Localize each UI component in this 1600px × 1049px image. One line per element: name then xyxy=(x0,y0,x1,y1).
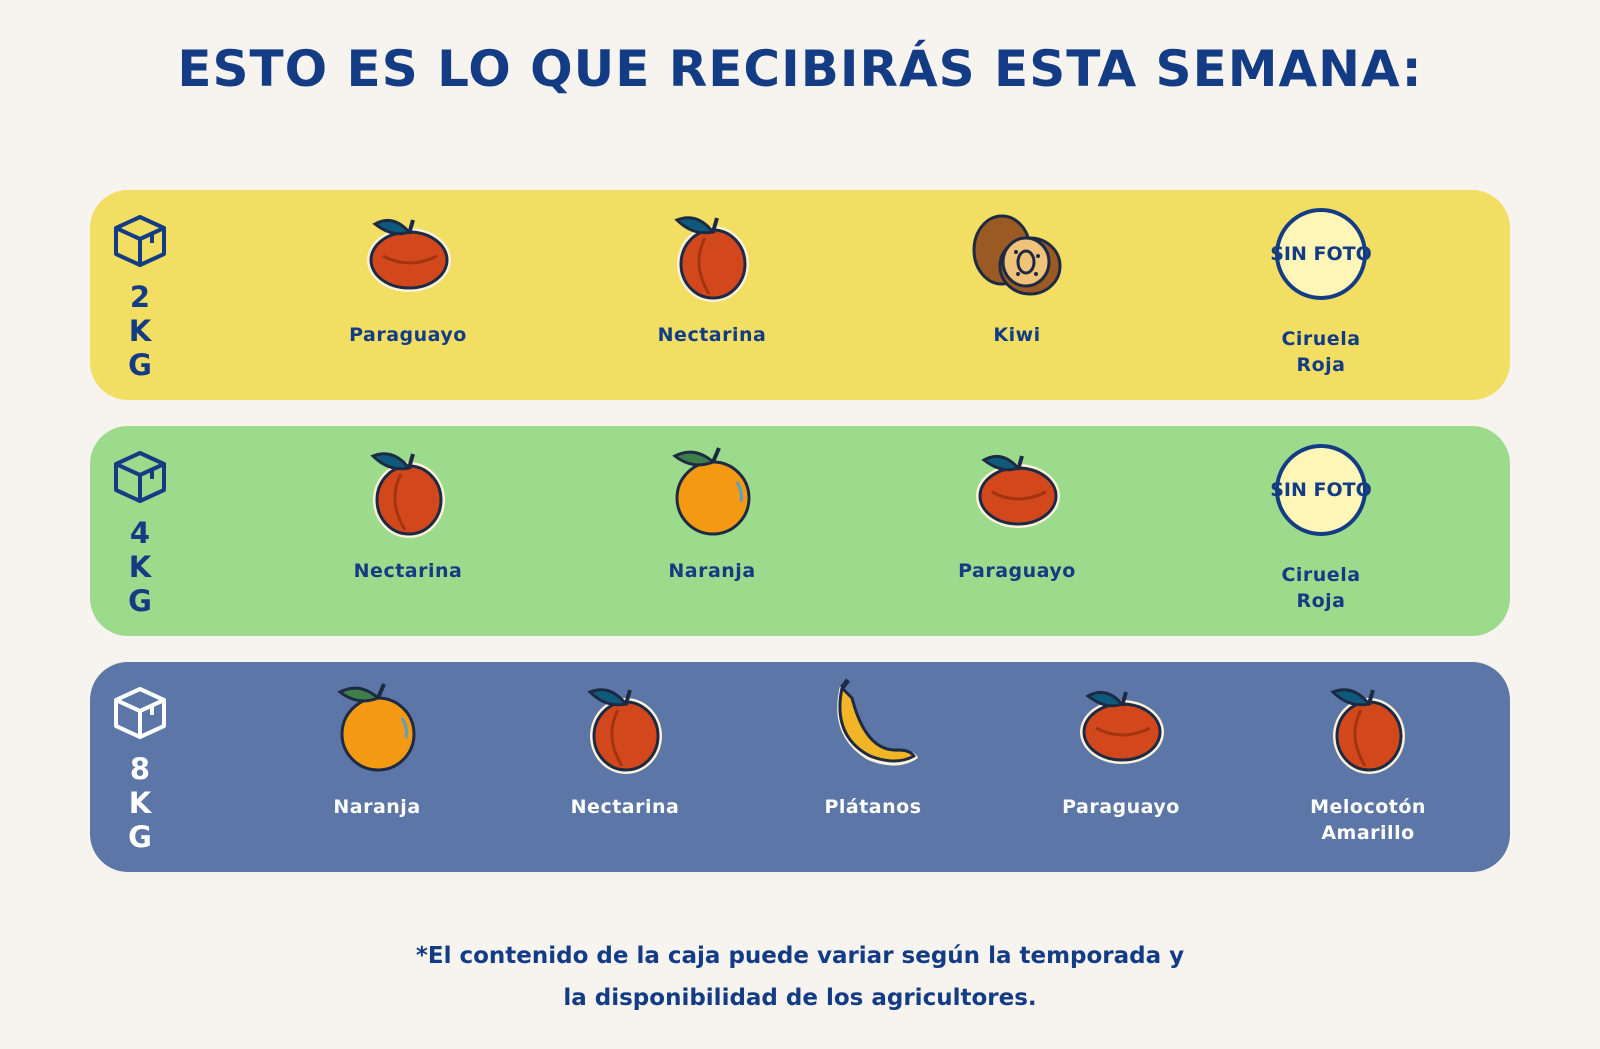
fruit-name: Nectarina xyxy=(570,796,680,818)
nectarine-icon xyxy=(587,688,662,774)
fruit-item: Kiwi xyxy=(907,204,1127,348)
banana-icon xyxy=(837,678,918,766)
fruit-item: Plátanos xyxy=(763,676,983,820)
paraguayo-icon xyxy=(976,454,1060,528)
page-title: ESTO ES LO QUE RECIBIRÁS ESTA SEMANA: xyxy=(177,40,1423,98)
fruit-name: Nectarina xyxy=(657,324,767,346)
fruit-item: Nectarina xyxy=(515,676,735,820)
orange-icon xyxy=(337,683,416,772)
fruit-name: Ciruela Roja xyxy=(1281,328,1361,376)
box-row-4kg: 4KG Nectarina Naranja Paraguayo xyxy=(90,426,1510,636)
box-row-8kg: 8KG Naranja Nectarina Plátanos xyxy=(90,662,1510,872)
box-weight: 4KG xyxy=(110,448,170,618)
fruit-item: Nectarina xyxy=(298,440,518,584)
fruit-name: Ciruela Roja xyxy=(1281,564,1361,612)
weight-label: 2KG xyxy=(128,280,152,382)
no-photo-placeholder: SIN FOTO xyxy=(1270,444,1372,536)
footnote: *El contenido de la caja puede variar se… xyxy=(0,935,1600,1019)
fruit-name: Plátanos xyxy=(824,796,922,818)
footnote-line: la disponibilidad de los agricultores. xyxy=(563,985,1037,1011)
fruit-name: Paraguayo xyxy=(958,560,1076,582)
box-weight: 2KG xyxy=(110,212,170,382)
fruit-name: Naranja xyxy=(333,796,421,818)
fruit-name: Melocotón Amarillo xyxy=(1310,796,1426,844)
fruit-item: Naranja xyxy=(267,676,487,820)
weight-label: 8KG xyxy=(128,752,152,854)
fruit-name: Nectarina xyxy=(353,560,463,582)
fruit-name: Paraguayo xyxy=(349,324,467,346)
fruit-item: SIN FOTO Ciruela Roja xyxy=(1211,440,1431,614)
box-icon xyxy=(114,215,166,267)
weight-label: 4KG xyxy=(128,516,152,618)
box-row-2kg: 2KG Paraguayo Nectarina Kiwi xyxy=(90,190,1510,400)
box-icon xyxy=(114,451,166,503)
footnote-line: *El contenido de la caja puede variar se… xyxy=(415,943,1185,969)
box-weight: 8KG xyxy=(110,684,170,854)
fruit-name: Kiwi xyxy=(993,324,1041,346)
no-photo-placeholder: SIN FOTO xyxy=(1270,208,1372,300)
nectarine-icon xyxy=(674,216,749,302)
nectarine-icon xyxy=(370,452,445,538)
fruit-item: Melocotón Amarillo xyxy=(1258,676,1478,846)
fruit-item: Naranja xyxy=(602,440,822,584)
fruit-item: Paraguayo xyxy=(298,204,518,348)
box-icon xyxy=(114,687,166,739)
fruit-name: Naranja xyxy=(668,560,756,582)
paraguayo-icon xyxy=(1080,690,1164,764)
fruit-name: Paraguayo xyxy=(1062,796,1180,818)
fruit-item: Paraguayo xyxy=(907,440,1127,584)
paraguayo-icon xyxy=(367,218,451,292)
fruit-item: Paraguayo xyxy=(1011,676,1231,820)
fruit-item: SIN FOTO Ciruela Roja xyxy=(1211,204,1431,378)
orange-icon xyxy=(672,447,751,536)
peach-icon xyxy=(1330,688,1405,774)
kiwi-icon xyxy=(972,214,1062,296)
fruit-item: Nectarina xyxy=(602,204,822,348)
